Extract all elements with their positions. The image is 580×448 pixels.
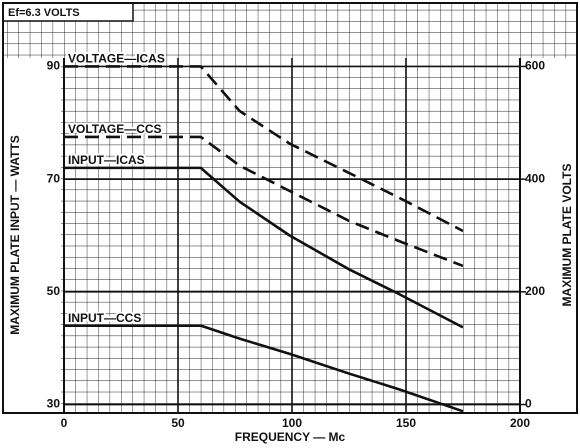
right-margin	[521, 58, 577, 413]
series-label: INPUT—ICAS	[68, 153, 145, 167]
left-margin	[3, 58, 61, 413]
x-axis-title: FREQUENCY — Mc	[235, 430, 346, 444]
y-tick-label: 30	[47, 397, 61, 411]
x-tick-label: 0	[61, 416, 68, 430]
x-tick-label: 150	[396, 416, 416, 430]
series-label: INPUT—CCS	[68, 311, 141, 325]
series-label: VOLTAGE—CCS	[68, 122, 162, 136]
y2-tick-label: 600	[525, 59, 545, 73]
minor-grid	[3, 3, 577, 413]
x-tick-label: 50	[171, 416, 185, 430]
y-tick-label: 90	[47, 59, 61, 73]
y2-tick-label: 400	[525, 171, 545, 185]
series-line	[64, 65, 464, 233]
x-tick-label: 100	[282, 416, 302, 430]
y-tick-label: 50	[47, 284, 61, 298]
note: Ef=6.3 VOLTS	[8, 7, 80, 19]
series-line	[64, 135, 464, 268]
y2-axis-title: MAXIMUM PLATE VOLTS	[560, 164, 574, 307]
y-tick-label: 70	[47, 171, 61, 185]
y2-tick-label: 200	[525, 284, 545, 298]
series-line	[64, 324, 464, 413]
series-line	[64, 166, 464, 329]
series-label: VOLTAGE—ICAS	[68, 52, 165, 66]
y2-tick-label: 0	[525, 397, 532, 411]
x-tick-label: 200	[510, 416, 530, 430]
y-axis-title: MAXIMUM PLATE INPUT — WATTS	[8, 135, 22, 335]
frame	[2, 2, 578, 414]
